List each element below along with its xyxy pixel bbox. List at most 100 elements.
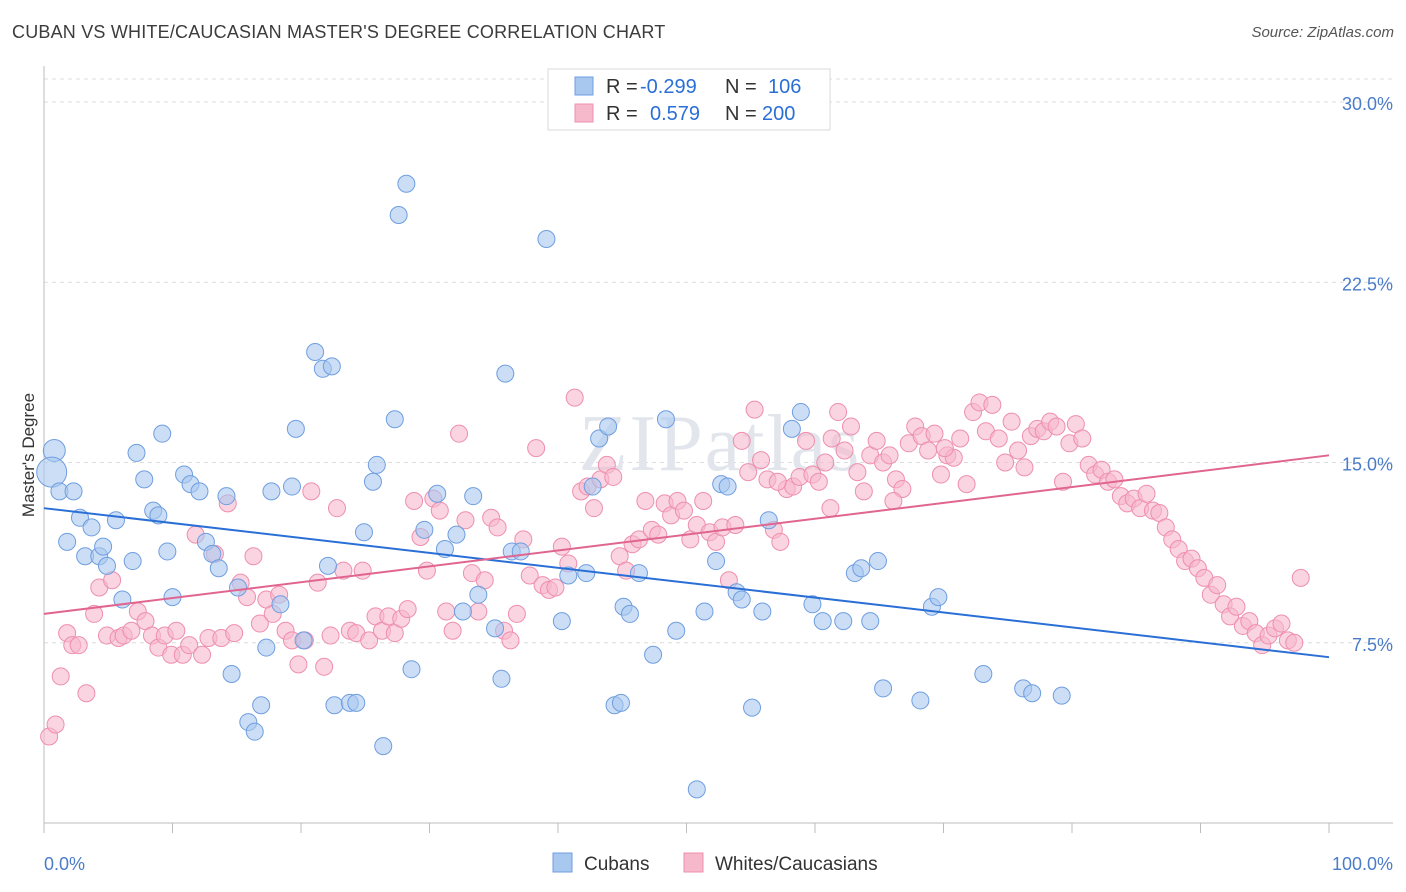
legend-label-cubans: Cubans [584, 854, 650, 875]
cuban-point [271, 595, 290, 614]
cuban-point [354, 523, 373, 542]
y-tick-label: 7.5% [1352, 635, 1393, 655]
cuban-point [782, 419, 801, 438]
legend-n-label: N = [725, 103, 757, 125]
white-point [552, 537, 571, 556]
white-point [636, 491, 655, 510]
legend-label-whites: Whites/Caucasians [715, 854, 878, 875]
white-point [867, 431, 886, 450]
white-point [85, 604, 104, 623]
cuban-point [367, 455, 386, 474]
white-point [694, 491, 713, 510]
white-point [46, 715, 65, 734]
white-point [996, 453, 1015, 472]
white-point [302, 482, 321, 501]
white-point [430, 501, 449, 520]
series-cubans-points [36, 174, 1071, 799]
cuban-point [94, 537, 113, 556]
cuban-point [732, 590, 751, 609]
cuban-point [229, 578, 248, 597]
white-point [1208, 576, 1227, 595]
series-whites-points [40, 388, 1310, 746]
cuban-point [127, 443, 146, 462]
cuban-point [64, 482, 83, 501]
white-point [527, 439, 546, 458]
white-point [809, 472, 828, 491]
white-point [841, 417, 860, 436]
y-axis-label: Master's Degree [19, 393, 38, 517]
cuban-point [861, 612, 880, 631]
cuban-point [158, 542, 177, 561]
x-tick-label: 100.0% [1332, 854, 1393, 874]
white-point [674, 501, 693, 520]
cuban-point [415, 520, 434, 539]
cuban-point [583, 477, 602, 496]
white-point [854, 482, 873, 501]
white-point [1227, 597, 1246, 616]
cuban-point [106, 511, 125, 530]
white-point [77, 684, 96, 703]
cuban-point [322, 357, 341, 376]
white-point [1073, 429, 1092, 448]
cuban-point [695, 602, 714, 621]
white-point [884, 491, 903, 510]
cuban-point [496, 364, 515, 383]
trend-lines [43, 454, 1330, 659]
white-point [443, 621, 462, 640]
cuban-point [743, 698, 762, 717]
cuban-point [590, 429, 609, 448]
white-point [584, 499, 603, 518]
white-point [745, 400, 764, 419]
cuban-point [644, 645, 663, 664]
white-point [816, 453, 835, 472]
white-point [398, 600, 417, 619]
cuban-point [294, 631, 313, 650]
cuban-point [82, 518, 101, 537]
trend-line-whites [43, 454, 1330, 615]
cuban-point [559, 566, 578, 585]
trend-line-cubans [43, 507, 1330, 659]
white-point [546, 578, 565, 597]
cuban-point [385, 410, 404, 429]
white-point [437, 602, 456, 621]
white-point [405, 491, 424, 510]
cuban-point [577, 564, 596, 583]
legend-n-value: 106 [768, 76, 801, 98]
source-label: Source: ZipAtlas.com [1251, 24, 1394, 41]
white-point [822, 429, 841, 448]
cuban-point [397, 174, 416, 193]
cuban-point [153, 424, 172, 443]
cuban-point [707, 552, 726, 571]
white-point [520, 566, 539, 585]
cuban-point [911, 691, 930, 710]
cuban-point [123, 552, 142, 571]
cuban-point [718, 477, 737, 496]
cuban-point [190, 482, 209, 501]
white-point [450, 424, 469, 443]
white-point [1054, 472, 1073, 491]
white-point [732, 431, 751, 450]
white-point [469, 602, 488, 621]
white-point [1291, 568, 1310, 587]
white-point [321, 626, 340, 645]
cuban-point [97, 556, 116, 575]
cuban-point [552, 612, 571, 631]
cuban-point [629, 564, 648, 583]
white-point [507, 604, 526, 623]
cuban-point [217, 487, 236, 506]
white-point [649, 525, 668, 544]
cuban-point [656, 410, 675, 429]
white-point [180, 636, 199, 655]
legend-n-label: N = [725, 76, 757, 98]
white-point [193, 645, 212, 664]
white-point [353, 561, 372, 580]
cuban-point [363, 472, 382, 491]
white-point [604, 467, 623, 486]
white-point [1015, 458, 1034, 477]
white-point [501, 631, 520, 650]
white-point [893, 479, 912, 498]
legend-r-label: R = [606, 103, 638, 125]
cuban-point [245, 722, 264, 741]
white-point [244, 547, 263, 566]
white-point [957, 475, 976, 494]
